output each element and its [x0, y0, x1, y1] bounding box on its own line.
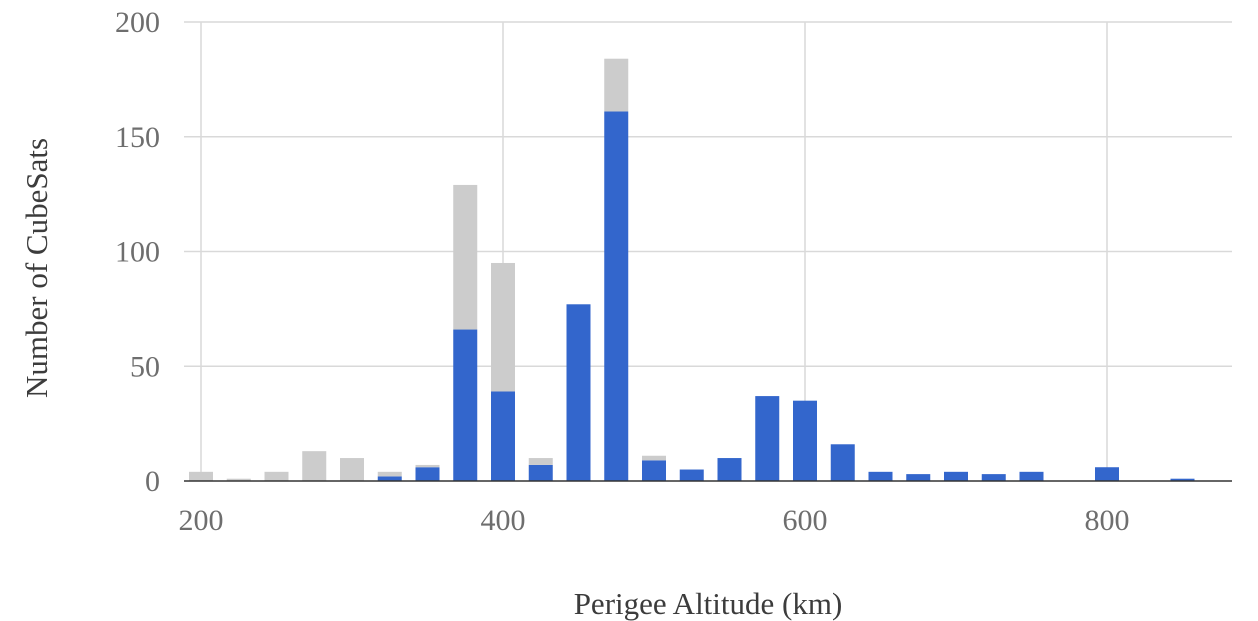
bar-series1-850 [1170, 478, 1195, 481]
x-tick-labels: 200 400 600 800 [179, 504, 1130, 537]
bar-series2-275 [302, 451, 327, 481]
bar-series1-550 [717, 458, 742, 481]
bar-series2-350 [415, 464, 440, 468]
bar-series1-500 [642, 460, 666, 481]
bar-series2-475 [604, 58, 629, 112]
bar-series1-700 [944, 471, 968, 481]
bar-series1-375 [453, 329, 478, 481]
y-tick-label-0: 0 [145, 465, 160, 498]
y-tick-label-150: 150 [115, 121, 160, 154]
bar-series1-800 [1095, 467, 1119, 481]
y-tick-label-50: 50 [130, 350, 160, 383]
bar-series1-525 [679, 469, 704, 481]
bar-series1-650 [868, 471, 893, 481]
y-tick-labels: 0 50 100 150 200 [115, 6, 160, 498]
bars [189, 58, 1195, 481]
bar-series2-325 [377, 471, 402, 477]
bar-series2-200 [189, 471, 213, 481]
bar-series2-250 [264, 471, 289, 481]
bar-series1-350 [415, 467, 440, 481]
bar-series2-300 [340, 458, 364, 481]
bar-series1-575 [755, 396, 780, 481]
bar-series1-450 [566, 304, 591, 481]
bar-series1-675 [906, 474, 931, 481]
y-tick-label-100: 100 [115, 236, 160, 269]
bar-series1-625 [830, 444, 855, 481]
x-tick-label-200: 200 [179, 504, 224, 537]
x-tick-label-600: 600 [783, 504, 828, 537]
bar-series2-225 [226, 478, 251, 481]
y-axis-title: Number of CubeSats [19, 138, 54, 398]
bar-series1-425 [528, 464, 553, 481]
bar-series2-400 [491, 262, 515, 392]
bar-series2-375 [453, 184, 478, 330]
bar-series1-750 [1019, 471, 1044, 481]
bar-series2-500 [642, 455, 666, 461]
bar-series2-425 [528, 458, 553, 465]
bar-series1-725 [981, 474, 1006, 481]
gridlines [184, 21, 1232, 481]
bar-series1-600 [793, 400, 817, 481]
x-tick-label-800: 800 [1085, 504, 1130, 537]
bar-series1-475 [604, 111, 629, 481]
y-tick-label-200: 200 [115, 6, 160, 39]
bar-series1-400 [491, 391, 515, 481]
bar-series1-325 [377, 476, 402, 481]
x-axis-title: Perigee Altitude (km) [574, 586, 843, 621]
x-tick-label-400: 400 [481, 504, 526, 537]
